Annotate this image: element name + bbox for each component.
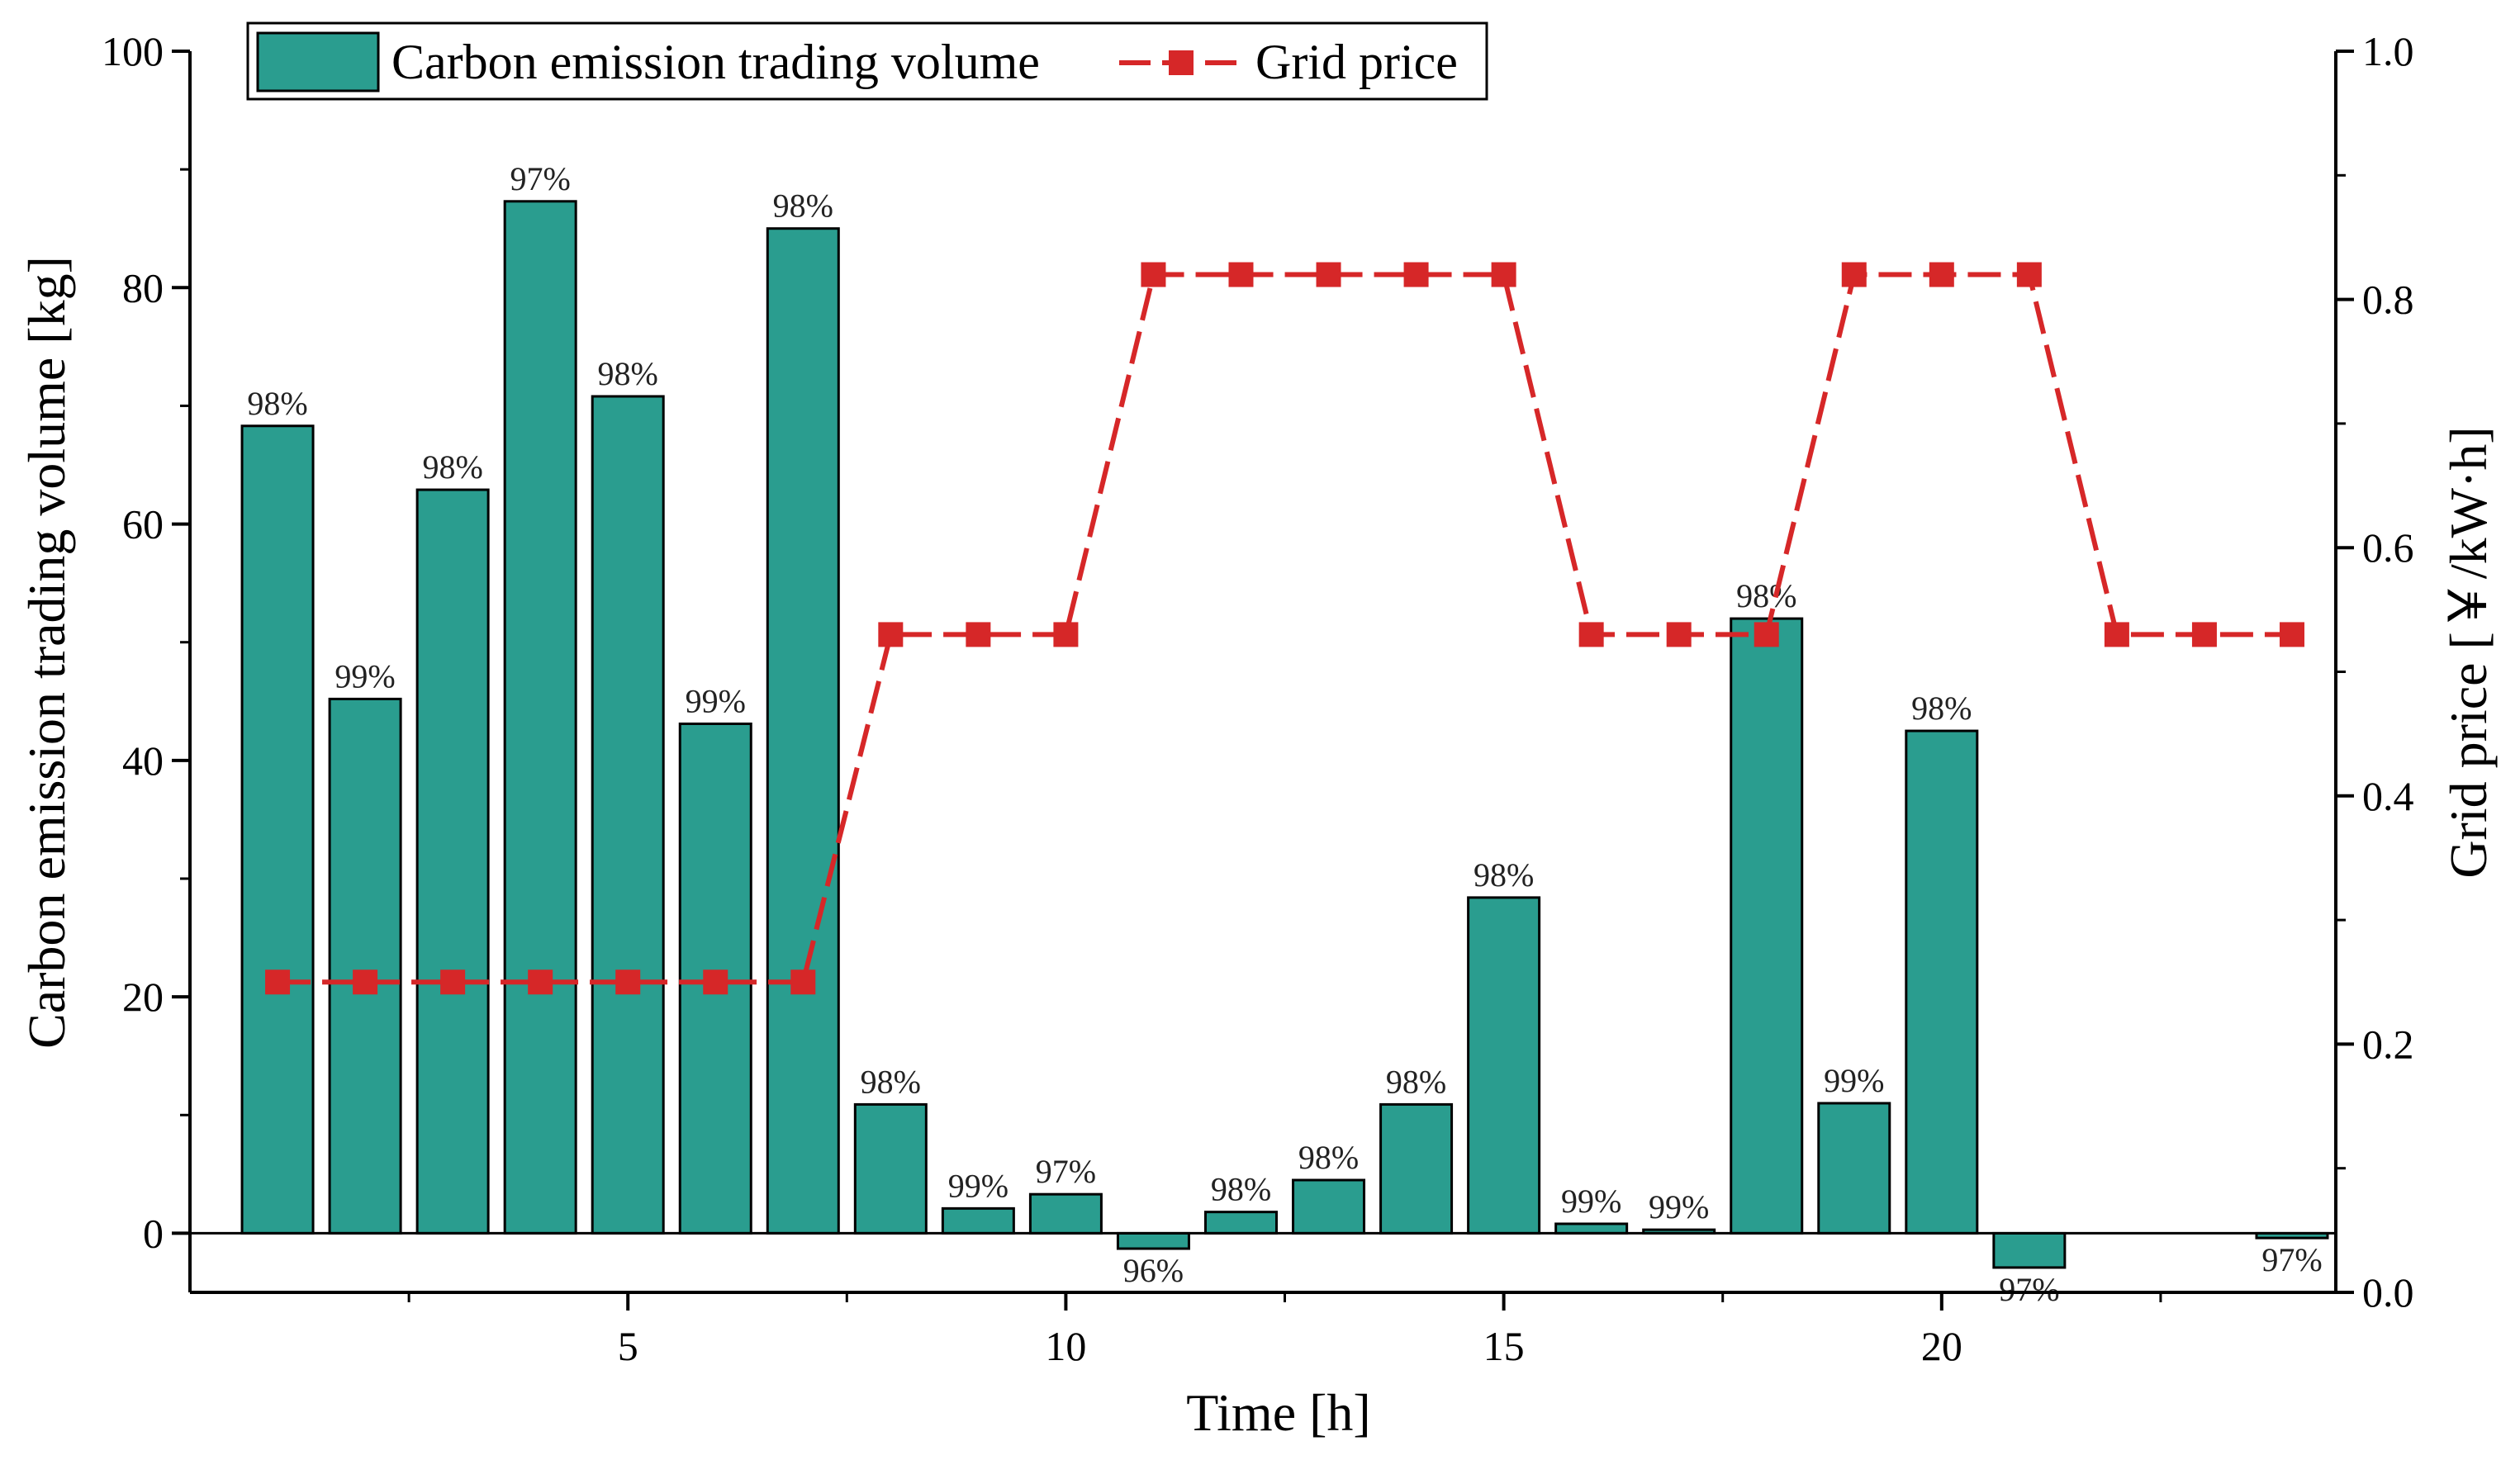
y2-tick-label-4: 0.8 [2362, 277, 2414, 323]
price-marker-24 [2279, 622, 2304, 647]
legend-box [246, 21, 1488, 101]
bar-label-8: 98% [861, 1063, 921, 1100]
price-marker-8 [878, 622, 904, 647]
price-marker-21 [2016, 262, 2042, 287]
grid-price-line [278, 272, 2292, 985]
bar-10 [1028, 1192, 1103, 1235]
bar-label-11: 96% [1123, 1252, 1184, 1289]
y2-tick-label-5: 1.0 [2362, 28, 2414, 74]
bar-12 [1203, 1211, 1278, 1235]
bar-label-10: 97% [1036, 1153, 1096, 1190]
bar-1 [240, 424, 315, 1235]
bar-label-9: 99% [948, 1167, 1008, 1204]
bar-label-16: 99% [1561, 1183, 1621, 1220]
legend: Carbon emission trading volume Grid pric… [246, 21, 1488, 101]
bar-label-3: 98% [422, 448, 482, 486]
price-marker-16 [1578, 622, 1604, 647]
price-line-layer [265, 262, 2304, 995]
y-tick-label-100: 100 [102, 28, 164, 74]
bar-4 [503, 200, 577, 1235]
price-marker-1 [265, 969, 291, 995]
y-tick-label-60: 60 [122, 501, 164, 548]
bars-layer: 98% 99% 98% 97% 98% 99% 98% 98% 99% 97% 96% 98% 98% 9… [240, 160, 2329, 1308]
y2-tick-label-1: 0.2 [2362, 1021, 2414, 1067]
price-marker-18 [1754, 622, 1779, 647]
price-marker-12 [1228, 262, 1254, 287]
price-marker-14 [1403, 262, 1429, 287]
x-tick-label-20: 20 [1921, 1323, 1962, 1369]
bar-8 [853, 1102, 928, 1235]
bar-15 [1467, 896, 1541, 1235]
y-axis-title: Carbon emission trading volume [kg] [17, 256, 76, 1049]
y-tick-label-80: 80 [122, 264, 164, 310]
x-tick-label-5: 5 [618, 1323, 638, 1369]
price-marker-11 [1141, 262, 1166, 287]
price-marker-2 [353, 969, 378, 995]
bar-label-20: 98% [1911, 690, 1972, 727]
price-marker-20 [1929, 262, 1954, 287]
price-marker-9 [966, 622, 991, 647]
x-tick-label-15: 15 [1483, 1323, 1525, 1369]
bar-label-5: 98% [598, 355, 658, 392]
price-marker-6 [703, 969, 728, 995]
bar-label-14: 98% [1386, 1063, 1446, 1100]
y2-tick-label-0: 0.0 [2362, 1269, 2414, 1315]
bar-label-2: 99% [335, 657, 395, 694]
y-tick-label-0: 0 [143, 1210, 164, 1256]
price-marker-7 [790, 969, 816, 995]
bar-label-15: 98% [1474, 856, 1534, 894]
price-marker-3 [440, 969, 466, 995]
price-marker-23 [2191, 622, 2217, 647]
y-tick-label-20: 20 [122, 974, 164, 1020]
bar-label-12: 98% [1211, 1171, 1271, 1208]
y2-tick-label-2: 0.4 [2362, 773, 2414, 819]
bar-11 [1116, 1231, 1190, 1250]
bar-13 [1292, 1178, 1366, 1235]
bar-20 [1905, 729, 1979, 1235]
price-marker-19 [1841, 262, 1867, 287]
bar-label-19: 99% [1824, 1062, 1884, 1099]
bar-label-6: 99% [686, 682, 746, 719]
bar-label-7: 98% [773, 187, 833, 225]
bar-16 [1554, 1222, 1629, 1235]
x-tick-label-10: 10 [1045, 1323, 1086, 1369]
price-marker-10 [1053, 622, 1079, 647]
price-marker-22 [2104, 622, 2129, 647]
price-marker-13 [1316, 262, 1341, 287]
bar-label-18: 98% [1736, 577, 1796, 614]
price-marker-4 [528, 969, 553, 995]
legend-line-label: Grid price [1255, 35, 1458, 89]
x-axis-title: Time [h] [1186, 1383, 1370, 1442]
bar-label-17: 99% [1649, 1188, 1709, 1225]
bar-3 [415, 488, 490, 1235]
y-tick-label-40: 40 [122, 737, 164, 784]
bar-label-1: 98% [247, 385, 307, 422]
price-marker-15 [1491, 262, 1516, 287]
bar-5 [591, 395, 665, 1235]
bar-18 [1730, 617, 1804, 1235]
bar-2 [328, 697, 402, 1235]
y2-tick-label-3: 0.6 [2362, 524, 2414, 571]
ticks-layer: 0 20 40 60 80 100 0.0 0.2 0.4 0.6 0.8 1.0 5 10 15 20 [102, 28, 2414, 1369]
bar-19 [1817, 1102, 1891, 1235]
bar-label-13: 98% [1298, 1139, 1359, 1176]
bar-label-24: 97% [2261, 1241, 2322, 1278]
bar-9 [941, 1206, 1015, 1235]
y2-axis-title: Grid price [￥/kW·h] [2439, 426, 2498, 878]
legend-bar-swatch [256, 31, 380, 92]
legend-bar-label: Carbon emission trading volume [392, 35, 1040, 89]
bar-21 [1992, 1231, 2067, 1269]
price-marker-5 [615, 969, 641, 995]
legend-line-marker [1169, 50, 1194, 75]
bar-14 [1379, 1102, 1454, 1235]
price-marker-17 [1666, 622, 1692, 647]
bar-label-21: 97% [1999, 1271, 2059, 1308]
bar-7 [766, 227, 840, 1235]
bar-label-4: 97% [510, 160, 570, 197]
